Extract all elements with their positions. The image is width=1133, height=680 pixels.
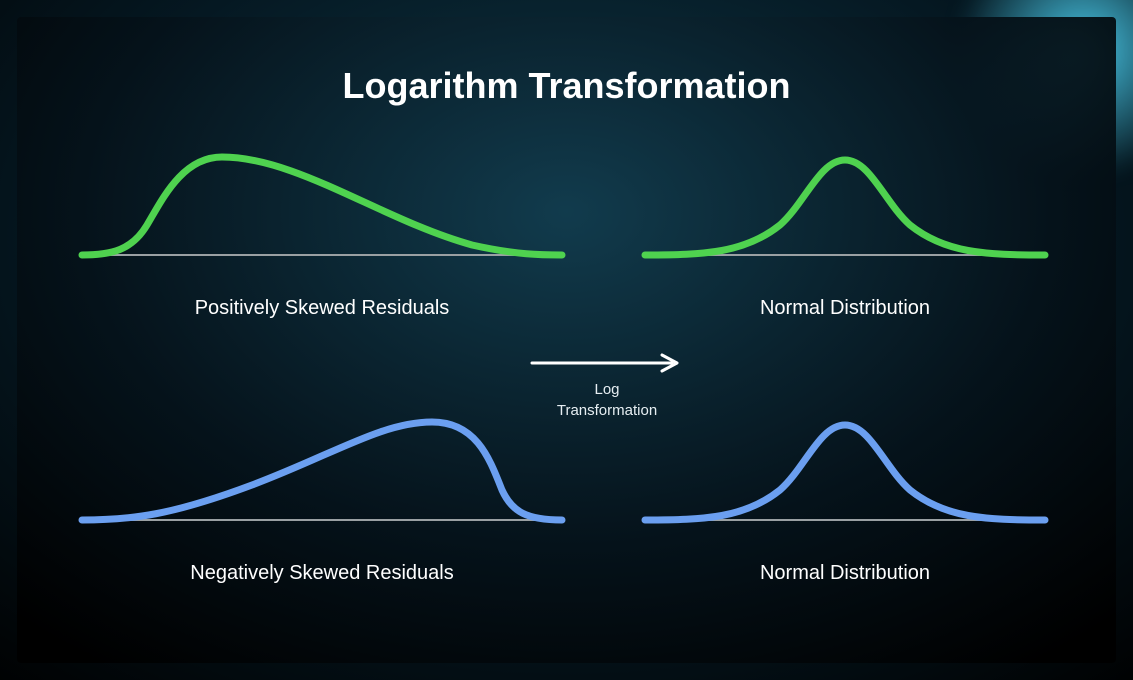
caption-neg-skewed: Negatively Skewed Residuals [72,562,572,585]
chart-normal-top [635,145,1055,265]
caption-pos-skewed: Positively Skewed Residuals [72,297,572,320]
page-title: Logarithm Transformation [17,65,1116,107]
chart-pos-skewed [72,145,572,265]
chart-neg-skewed [72,410,572,530]
arrow-right-icon [527,353,687,373]
caption-normal-bottom: Normal Distribution [635,562,1055,585]
arrow-label-line1: Log [594,381,619,398]
distribution-curve [645,160,1045,255]
card: Logarithm Transformation Positively Skew… [17,17,1116,663]
distribution-curve [645,425,1045,520]
caption-normal-top: Normal Distribution [635,297,1055,320]
distribution-curve [82,157,562,255]
chart-normal-bottom [635,410,1055,530]
distribution-curve [82,422,562,520]
